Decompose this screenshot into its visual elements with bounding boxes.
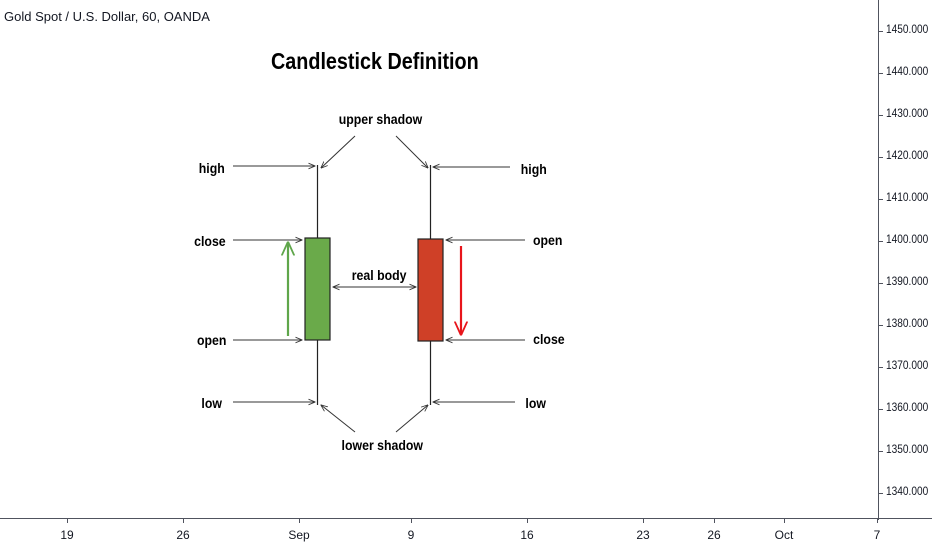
bull-low-label: low [201, 395, 222, 411]
price-tick-label: 1360.000 [886, 402, 929, 414]
price-tick-label: 1410.000 [886, 192, 929, 204]
time-tick-label: 26 [707, 528, 721, 542]
lower-shadow-arrow-left [321, 405, 356, 433]
lower-shadow-label: lower shadow [341, 437, 424, 453]
time-tick-label: Oct [774, 528, 794, 542]
bull-open-label: open [197, 332, 227, 348]
price-tick-label: 1340.000 [886, 486, 929, 498]
bullish-candle-body [304, 237, 331, 341]
upper-shadow-label: upper shadow [338, 111, 423, 127]
price-axis-tick-marks [878, 31, 883, 494]
bull-high-label: high [198, 160, 225, 176]
price-tick-label: 1400.000 [886, 234, 929, 246]
time-tick-label: 23 [636, 528, 650, 542]
price-tick-label: 1430.000 [886, 108, 929, 120]
time-tick-label: 9 [407, 528, 415, 542]
time-tick-label: 26 [176, 528, 190, 542]
time-tick-label: Sep [288, 528, 310, 542]
bear-open-label: open [533, 232, 563, 248]
lower-shadow-arrow-right [395, 405, 428, 433]
price-tick-label: 1390.000 [886, 276, 929, 288]
upper-shadow-arrow-right [395, 135, 428, 168]
bear-close-label: close [533, 331, 565, 347]
bear-low-label: low [525, 395, 546, 411]
bull-close-label: close [194, 233, 226, 249]
price-tick-label: 1350.000 [886, 444, 929, 456]
time-tick-label: 7 [873, 528, 881, 542]
price-tick-label: 1440.000 [886, 66, 929, 78]
price-tick-label: 1420.000 [886, 150, 929, 162]
time-axis-tick-marks [67, 518, 878, 523]
real-body-label: real body [351, 267, 407, 283]
upper-shadow-arrow-left [321, 135, 356, 168]
bearish-candle-body [417, 238, 444, 342]
price-tick-label: 1370.000 [886, 360, 929, 372]
chart-symbol-title: Gold Spot / U.S. Dollar, 60, OANDA [4, 9, 210, 24]
bear-high-label: high [520, 161, 547, 177]
price-tick-label: 1450.000 [886, 24, 929, 36]
price-tick-label: 1380.000 [886, 318, 929, 330]
time-tick-label: 19 [60, 528, 74, 542]
diagram-title: Candlestick Definition [270, 48, 479, 74]
time-tick-label: 16 [520, 528, 534, 542]
